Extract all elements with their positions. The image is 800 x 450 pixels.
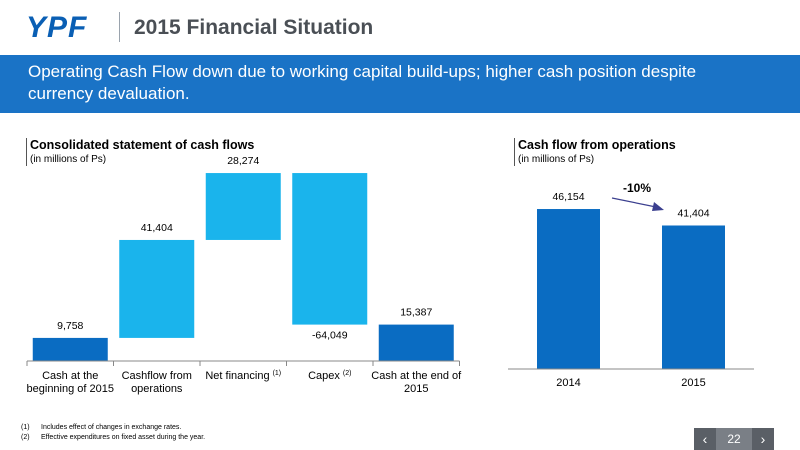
ops-category-label: 2015 [681, 377, 705, 389]
waterfall-bar [119, 239, 195, 338]
waterfall-data-label: 9,758 [57, 320, 83, 332]
down-arrow-icon [611, 197, 657, 208]
ops-category-label: 2014 [556, 377, 580, 389]
page-number: 22 [716, 428, 752, 450]
footnote-ref: (1) [273, 370, 282, 377]
ops-chart-subtitle: (in millions of Ps) [518, 154, 595, 165]
footnote-1: (1) Includes effect of changes in exchang… [21, 424, 182, 431]
ops-data-label: 41,404 [677, 207, 709, 219]
waterfall-category-label: Net financing (1) [205, 370, 281, 382]
waterfall-bar [378, 324, 454, 361]
chevron-right-icon[interactable]: › [752, 428, 774, 450]
waterfall-category-label: beginning of 2015 [27, 383, 114, 395]
waterfall-category-label: 2015 [404, 383, 428, 395]
waterfall-category-label: Capex (2) [308, 370, 351, 382]
ops-chart-title: Cash flow from operations [518, 138, 676, 152]
waterfall-category-label: Cashflow from [122, 370, 192, 382]
footnote-2: (2) Effective expenditures on fixed asset… [21, 434, 206, 441]
waterfall-bar [32, 337, 108, 361]
ops-change-label: -10% [623, 181, 651, 195]
waterfall-data-label: 28,274 [227, 155, 259, 167]
waterfall-data-label: 41,404 [141, 222, 173, 234]
headline-text: Operating Cash Flow down due to working … [28, 62, 697, 103]
waterfall-chart-title: Consolidated statement of cash flows [30, 138, 255, 152]
slide-pager: ‹ 22 › [694, 428, 774, 450]
waterfall-chart-subtitle: (in millions of Ps) [30, 154, 107, 165]
waterfall-bar [292, 173, 368, 325]
ops-bar [537, 209, 600, 369]
waterfall-data-label: 15,387 [400, 307, 432, 319]
ops-chart-header: Cash flow from operations (in millions o… [514, 138, 676, 166]
headline-banner: Operating Cash Flow down due to working … [0, 55, 800, 113]
footnote-ref: (2) [343, 370, 352, 377]
ops-data-label: 46,154 [552, 191, 584, 203]
waterfall-category-label: Cash at the end of [371, 370, 462, 382]
slide-title: 2015 Financial Situation [134, 16, 374, 39]
waterfall-category-label: operations [131, 383, 183, 395]
waterfall-chart-header: Consolidated statement of cash flows (in… [26, 138, 254, 166]
down-arrow-icon-head [652, 202, 664, 211]
ypf-logo: YPF [26, 11, 88, 44]
title-divider [119, 12, 120, 42]
footnotes: (1) Includes effect of changes in exchang… [21, 423, 205, 443]
waterfall-bar [205, 173, 281, 240]
waterfall-category-label: Cash at the [42, 370, 98, 382]
chevron-left-icon[interactable]: ‹ [694, 428, 716, 450]
waterfall-data-label: -64,049 [312, 330, 348, 342]
ops-bar [662, 225, 725, 369]
